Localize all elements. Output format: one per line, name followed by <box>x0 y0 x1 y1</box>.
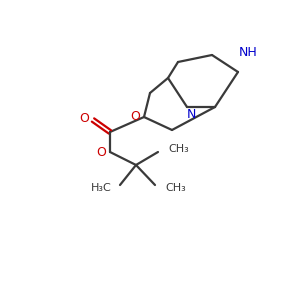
Text: O: O <box>79 112 89 124</box>
Text: CH₃: CH₃ <box>168 144 189 154</box>
Text: CH₃: CH₃ <box>165 183 186 193</box>
Text: N: N <box>186 109 196 122</box>
Text: O: O <box>96 146 106 158</box>
Text: H₃C: H₃C <box>91 183 112 193</box>
Text: O: O <box>130 110 140 124</box>
Text: NH: NH <box>238 46 257 59</box>
